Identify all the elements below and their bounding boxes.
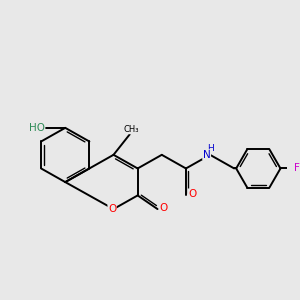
Text: O: O (160, 202, 168, 213)
Text: O: O (188, 189, 196, 199)
Text: F: F (294, 164, 300, 173)
Text: CH₃: CH₃ (123, 125, 139, 134)
Text: HO: HO (29, 123, 45, 133)
Text: N: N (203, 150, 211, 160)
Text: O: O (108, 204, 116, 214)
Text: H: H (207, 144, 213, 153)
